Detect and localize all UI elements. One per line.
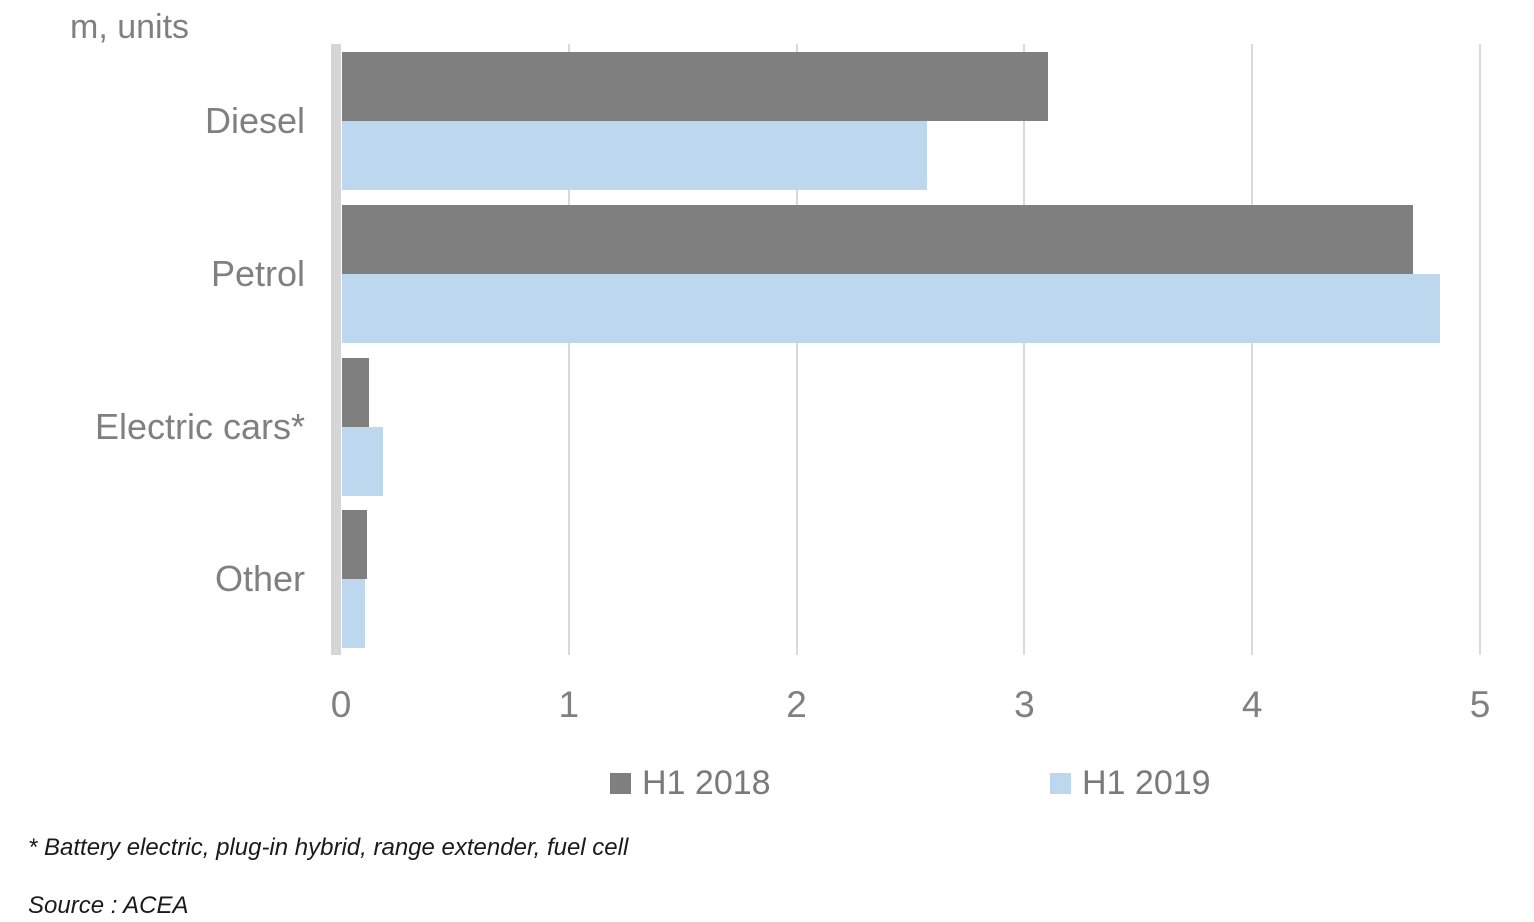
axis-units-label: m, units [70,8,190,46]
legend-label-h1-2019: H1 2019 [1082,764,1211,802]
legend-swatch-h1-2018 [610,773,631,794]
legend-entry-h1-2019: H1 2019 [1050,764,1211,803]
bar-h1-2018-other [342,510,368,580]
category-label-electric-cars: Electric cars* [94,405,305,447]
bar-h1-2018-petrol [342,204,1413,274]
bar-h1-2019-electric-cars [342,426,383,496]
bar-h1-2019-petrol [342,273,1440,343]
legend-entry-h1-2018: H1 2018 [610,764,771,803]
y-axis-line [331,44,341,655]
x-tick-label-3: 3 [1014,684,1035,725]
category-label-diesel: Diesel [204,100,305,141]
legend-label-h1-2018: H1 2018 [642,764,771,802]
asterisk-footnote: * Battery electric, plug-in hybrid, rang… [28,834,629,861]
gridline-4 [1251,44,1254,655]
gridline-1 [567,44,570,655]
gridline-5 [1479,44,1481,655]
gridline-2 [795,44,798,655]
bar-h1-2019-other [342,579,365,649]
x-tick-label-4: 4 [1241,684,1263,725]
x-tick-label-5: 5 [1469,684,1491,725]
legend-swatch-h1-2019 [1050,773,1071,794]
x-tick-label-1: 1 [558,684,580,725]
x-tick-label-2: 2 [786,684,807,725]
gridline-3 [1023,44,1026,655]
x-tick-label-0: 0 [330,684,352,725]
bar-h1-2018-electric-cars [342,357,370,427]
source-note: Source : ACEA [28,892,189,919]
category-label-other: Other [214,558,305,600]
bar-h1-2019-diesel [342,121,928,190]
category-label-petrol: Petrol [210,252,305,294]
bar-h1-2018-diesel [342,52,1049,121]
